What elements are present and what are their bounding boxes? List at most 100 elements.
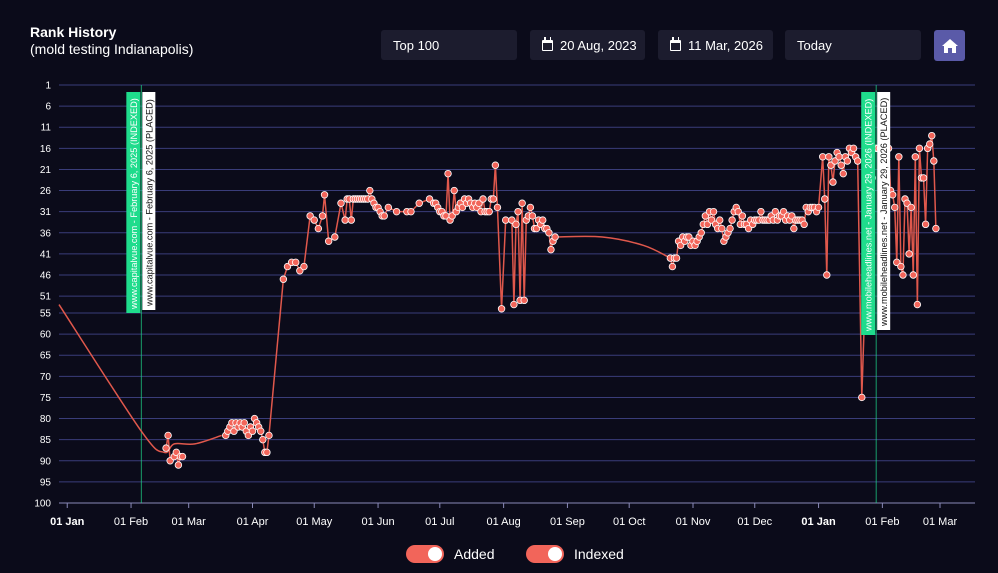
placed-tag-box [142, 92, 156, 310]
y-tick-label: 26 [40, 186, 52, 197]
rank-data-point [895, 153, 903, 161]
rank-data-point [757, 207, 765, 216]
chart-title: Rank History [30, 24, 117, 40]
indexed-tag-box [861, 92, 876, 335]
range-preset-select[interactable]: Today [785, 30, 921, 60]
home-button[interactable] [934, 30, 965, 61]
rank-data-point [366, 186, 374, 195]
added-legend-label: Added [454, 546, 495, 562]
rank-data-point [493, 203, 502, 212]
rank-data-point [909, 271, 917, 279]
rank-data-point [310, 216, 318, 224]
rank-data-point [919, 174, 928, 182]
rank-data-point [718, 224, 726, 233]
rank-data-point [510, 300, 518, 309]
rank-data-point [491, 161, 500, 169]
y-tick-label: 70 [40, 372, 52, 383]
y-tick-label: 65 [40, 351, 52, 362]
rank-data-point [539, 216, 547, 224]
rank-data-point [347, 216, 355, 224]
y-tick-label: 46 [40, 271, 52, 282]
rank-data-point [545, 229, 553, 237]
y-tick-label: 51 [40, 292, 52, 303]
placed-tag-text: www.capitalvue.com - February 6, 2025 (P… [144, 99, 154, 307]
rank-data-point [331, 233, 339, 241]
rank-data-point [512, 220, 520, 229]
y-tick-label: 41 [40, 249, 52, 260]
added-toggle-switch[interactable] [406, 545, 444, 563]
y-tick-label: 31 [40, 207, 52, 218]
y-tick-label: 80 [40, 414, 52, 425]
start-date-value: 20 Aug, 2023 [560, 37, 637, 53]
chart-subtitle: (mold testing Indianapolis) [30, 41, 194, 57]
indexed-tag-box [126, 92, 141, 313]
end-date-value: 11 Mar, 2026 [688, 37, 763, 53]
start-date-picker[interactable]: 20 Aug, 2023 [530, 30, 645, 60]
rank-data-point [843, 157, 852, 165]
range-preset-value: Today [797, 37, 832, 53]
rank-data-point [551, 233, 559, 241]
rank-data-point [489, 195, 498, 203]
rank-data-point [547, 245, 555, 254]
rank-data-point [265, 431, 273, 440]
rank-data-point [814, 203, 823, 212]
rank-data-point [279, 275, 288, 283]
x-tick-label: 01 Feb [865, 516, 899, 528]
rank-data-point [263, 448, 271, 457]
x-tick-label: 01 Mar [923, 516, 958, 528]
rank-data-point [930, 157, 938, 165]
added-legend-toggle[interactable]: Added [406, 545, 494, 563]
rank-data-point [450, 186, 458, 195]
rank-data-point [300, 262, 308, 271]
x-tick-label: 01 Mar [172, 516, 207, 528]
rank-data-point [728, 216, 736, 224]
x-tick-label: 01 Dec [737, 516, 772, 528]
rank-data-point [697, 229, 705, 237]
rank-data-point [825, 153, 833, 161]
rank-data-point [835, 153, 843, 161]
end-date-picker[interactable]: 11 Mar, 2026 [658, 30, 773, 60]
rank-series-line [669, 135, 937, 398]
rank-data-point [911, 153, 920, 161]
rank-data-point [240, 419, 248, 427]
rank-data-point [800, 220, 808, 229]
y-tick-label: 100 [34, 499, 51, 510]
rank-data-point [891, 203, 899, 212]
rank-data-point [162, 444, 170, 452]
y-tick-label: 36 [40, 228, 52, 239]
home-icon [941, 38, 958, 53]
rank-data-point [668, 262, 677, 271]
rank-data-point [905, 250, 913, 258]
rank-data-point [259, 435, 267, 444]
indexed-legend-toggle[interactable]: Indexed [526, 545, 624, 563]
rank-data-point [292, 258, 300, 267]
rank-data-point [407, 207, 415, 216]
x-tick-label: 01 May [296, 516, 333, 528]
y-tick-label: 55 [40, 309, 52, 320]
rank-data-point [790, 224, 798, 233]
x-tick-label: 01 Jul [425, 516, 454, 528]
rank-data-point [384, 203, 393, 212]
indexed-toggle-switch[interactable] [526, 545, 564, 563]
rank-data-point [174, 461, 183, 469]
rank-data-point [485, 207, 493, 216]
rank-data-point [392, 207, 401, 216]
rank-data-point [520, 296, 528, 305]
rank-data-point [926, 140, 934, 148]
x-tick-label: 01 Feb [114, 516, 148, 528]
rank-data-point [526, 203, 535, 212]
rank-data-point [823, 271, 831, 279]
rank-data-point [921, 220, 930, 229]
rank-data-point [738, 212, 747, 220]
rank-data-point [501, 216, 510, 224]
x-tick-label: 01 Jan [801, 516, 836, 528]
y-tick-label: 21 [40, 165, 52, 176]
x-tick-label: 01 Oct [613, 516, 645, 528]
rank-data-point [497, 305, 506, 313]
rank-data-point [318, 212, 327, 220]
placed-tag-box [877, 92, 891, 330]
rank-filter-select[interactable]: Top 100 [381, 30, 517, 60]
rank-data-point [479, 195, 487, 203]
rank-data-point [324, 237, 333, 245]
rank-data-point [839, 169, 847, 178]
